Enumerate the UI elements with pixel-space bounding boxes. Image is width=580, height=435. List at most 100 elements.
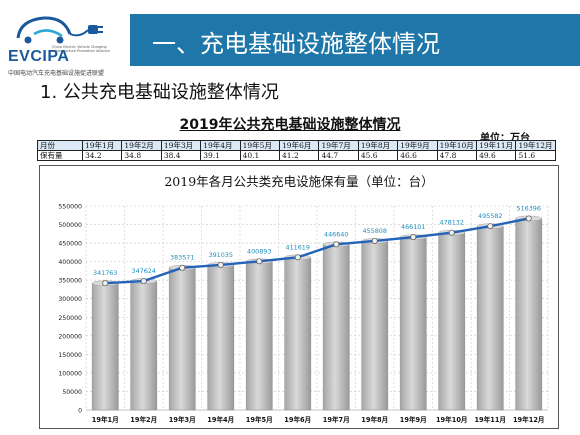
row-label-stock: 保有量 xyxy=(37,150,83,161)
month-cell: 19年6月 xyxy=(279,140,320,151)
y-tick-label: 450000 xyxy=(58,241,82,248)
data-label: 495582 xyxy=(478,212,502,220)
y-tick-label: 300000 xyxy=(58,296,82,303)
x-tick-label: 19年5月 xyxy=(246,415,273,424)
trend-point xyxy=(294,254,301,261)
month-cell: 19年4月 xyxy=(200,140,241,151)
y-tick-label: 150000 xyxy=(58,352,82,359)
trend-point xyxy=(217,262,224,268)
trend-point xyxy=(371,237,378,244)
table-unit: 单位：万台 xyxy=(480,133,530,144)
bar xyxy=(91,282,119,411)
y-tick-label: 0 xyxy=(78,408,82,415)
trend-point xyxy=(487,223,494,230)
value-cell: 51.6 xyxy=(515,150,556,161)
data-label: 446640 xyxy=(324,230,348,238)
bar-chart: 2019年各月公共类充电设施保有量（单位：台） 0 50000 100000 1500… xyxy=(58,174,549,424)
data-label: 341763 xyxy=(93,269,117,277)
data-label: 347624 xyxy=(132,267,156,275)
y-tick-label: 550000 xyxy=(58,204,82,211)
x-tick-label: 19年4月 xyxy=(207,415,234,424)
logo-cn-name: 中国电动汽车充电基础设施促进联盟 xyxy=(8,70,105,77)
month-cell: 19年10月 xyxy=(436,140,478,151)
month-cell: 19年2月 xyxy=(121,140,162,151)
logo-subtitle: China Electric Vehicle Charging Infrastr… xyxy=(52,45,110,54)
value-cell: 40.1 xyxy=(239,150,281,161)
month-cell: 19年5月 xyxy=(239,140,281,151)
month-cell: 19年1月 xyxy=(81,140,123,151)
table-title: 2019年公共充电基础设施整体情况 xyxy=(179,117,401,133)
x-tick-label: 19年9月 xyxy=(400,415,427,424)
chart-frame: 2019年各月公共类充电设施保有量（单位：台） 0 50000 100000 1500… xyxy=(39,165,559,429)
bar xyxy=(168,267,196,411)
x-tick-label: 19年8月 xyxy=(361,415,388,424)
x-tick-label: 19年1月 xyxy=(92,415,119,424)
trend-point xyxy=(333,241,340,248)
data-label: 455808 xyxy=(363,227,387,235)
month-cell: 19年12月 xyxy=(515,140,556,151)
month-cell: 19年9月 xyxy=(397,140,438,151)
y-tick-label: 500000 xyxy=(58,222,82,229)
trend-point xyxy=(525,215,532,222)
month-cell: 19年7月 xyxy=(318,140,359,151)
y-tick-label: 100000 xyxy=(58,370,82,377)
data-label: 383571 xyxy=(170,254,194,262)
trend-point xyxy=(448,229,455,236)
bar xyxy=(130,280,158,411)
y-tick-label: 350000 xyxy=(58,278,82,285)
trend-point xyxy=(140,278,147,285)
value-cell: 46.6 xyxy=(397,150,438,161)
month-cell: 19年11月 xyxy=(476,140,517,151)
value-cell: 44.7 xyxy=(318,150,359,161)
x-tick-label: 19年6月 xyxy=(284,415,311,424)
data-label: 400893 xyxy=(247,247,271,255)
value-cell: 38.4 xyxy=(160,150,202,161)
x-tick-label: 19年10月 xyxy=(436,415,468,424)
x-tick-label: 19年11月 xyxy=(474,415,506,424)
value-cell: 47.8 xyxy=(436,150,478,161)
bar xyxy=(361,240,389,411)
chart-trend-line xyxy=(102,215,532,287)
evcipa-logo: EVCIPA China Electric Vehicle Charging I… xyxy=(4,8,126,77)
x-tick-label: 19年3月 xyxy=(169,415,196,424)
value-cell: 39.1 xyxy=(200,150,241,161)
trend-point xyxy=(102,280,109,287)
y-tick-label: 50000 xyxy=(62,389,82,396)
bar xyxy=(322,244,350,411)
bar xyxy=(245,261,273,411)
bar xyxy=(284,257,312,411)
value-cell: 41.2 xyxy=(279,150,320,161)
bar xyxy=(207,264,235,411)
value-cell: 34.2 xyxy=(81,150,123,161)
chart-x-axis: 19年1月 19年2月 19年3月 19年4月 19年5月 19年6月 19年7月 19年8月… xyxy=(92,415,545,424)
y-tick-label: 400000 xyxy=(58,259,82,266)
data-label: 516396 xyxy=(517,204,541,212)
x-tick-label: 19年2月 xyxy=(130,415,157,424)
bar xyxy=(399,236,427,411)
value-cell: 49.6 xyxy=(476,150,517,161)
logo-car-plug-icon xyxy=(16,16,103,44)
x-tick-label: 19年7月 xyxy=(323,415,350,424)
bar xyxy=(476,225,504,411)
data-label: 466101 xyxy=(401,223,425,231)
month-cell: 19年3月 xyxy=(160,140,202,151)
data-table: 月份 19年1月 19年2月 19年3月 19年4月 19年5月 19年6月 19年7月 19… xyxy=(37,140,556,161)
bar xyxy=(438,232,466,411)
trend-point xyxy=(256,258,263,265)
chart-bars xyxy=(91,215,543,411)
x-tick-label: 19年12月 xyxy=(513,415,545,424)
logo-wordmark: EVCIPA xyxy=(8,48,70,65)
row-label-month: 月份 xyxy=(37,140,83,151)
section-title: 1. 公共充电基础设施整体情况 xyxy=(40,82,279,103)
y-tick-label: 200000 xyxy=(58,333,82,340)
table-row-months: 月份 19年1月 19年2月 19年3月 19年4月 19年5月 19年6月 19年7月 19… xyxy=(37,140,556,151)
value-cell: 45.6 xyxy=(357,150,399,161)
month-cell: 19年8月 xyxy=(357,140,399,151)
data-label: 391035 xyxy=(209,251,233,259)
page-title: 一、充电基础设施整体情况 xyxy=(152,30,440,58)
bar xyxy=(515,218,543,411)
value-cell: 34.8 xyxy=(121,150,162,161)
y-tick-label: 250000 xyxy=(58,315,82,322)
data-label: 411619 xyxy=(286,243,310,251)
table-row-values: 保有量 34.2 34.8 38.4 39.1 40.1 41.2 44.7 45.6 46.6… xyxy=(37,150,556,161)
